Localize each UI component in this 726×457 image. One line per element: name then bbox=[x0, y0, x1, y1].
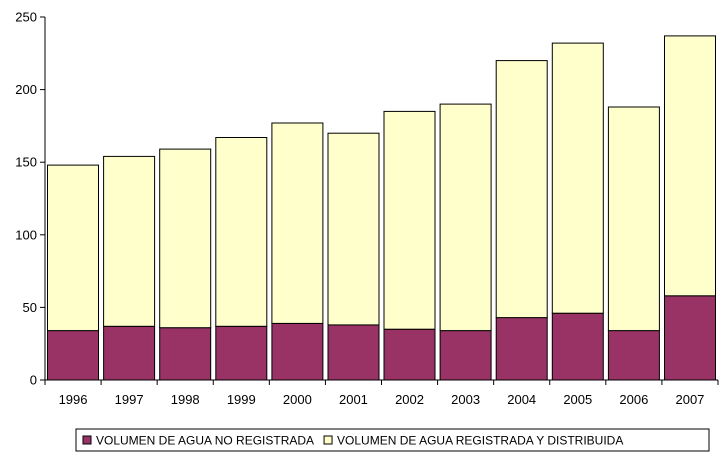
legend-swatch-registrada bbox=[323, 435, 333, 445]
x-tick-label-2003: 2003 bbox=[451, 392, 480, 407]
x-tick-label-1998: 1998 bbox=[171, 392, 200, 407]
y-tick-label: 50 bbox=[23, 300, 37, 315]
x-tick-label-1999: 1999 bbox=[227, 392, 256, 407]
bar-registrada-1996 bbox=[47, 164, 99, 332]
bar-registrada-2002 bbox=[383, 110, 436, 330]
bar-registrada-2005 bbox=[551, 42, 604, 314]
bar-no-registrada-2002 bbox=[383, 328, 436, 381]
bar-no-registrada-2007 bbox=[664, 295, 716, 381]
legend-swatch-no-registrada bbox=[82, 435, 92, 445]
bar-no-registrada-2003 bbox=[439, 330, 492, 381]
bar-registrada-2007 bbox=[664, 35, 716, 297]
bar-registrada-1998 bbox=[159, 148, 212, 329]
y-tick-label: 200 bbox=[15, 82, 37, 97]
x-tick-label-2007: 2007 bbox=[675, 392, 704, 407]
x-tick-label-2002: 2002 bbox=[395, 392, 424, 407]
bar-no-registrada-2000 bbox=[271, 322, 324, 381]
bar-registrada-2000 bbox=[271, 122, 324, 324]
bar-no-registrada-1998 bbox=[159, 327, 212, 381]
bar-registrada-2001 bbox=[327, 132, 380, 326]
legend-label-registrada: VOLUMEN DE AGUA REGISTRADA Y DISTRIBUIDA bbox=[337, 434, 623, 448]
bar-registrada-1999 bbox=[215, 137, 268, 327]
legend-box bbox=[75, 428, 710, 452]
bars-layer bbox=[47, 35, 716, 381]
x-tick-label-2000: 2000 bbox=[283, 392, 312, 407]
legend: VOLUMEN DE AGUA NO REGISTRADA VOLUMEN DE … bbox=[75, 428, 710, 452]
x-tick-label-2005: 2005 bbox=[563, 392, 592, 407]
x-tick-label-2004: 2004 bbox=[507, 392, 536, 407]
legend-label-no-registrada: VOLUMEN DE AGUA NO REGISTRADA bbox=[96, 434, 314, 448]
x-tick-label-2006: 2006 bbox=[619, 392, 648, 407]
bar-no-registrada-2001 bbox=[327, 324, 380, 381]
bar-no-registrada-1996 bbox=[47, 330, 99, 381]
bar-registrada-1997 bbox=[103, 155, 156, 327]
x-tick-label-1996: 1996 bbox=[59, 392, 88, 407]
bar-no-registrada-1999 bbox=[215, 325, 268, 381]
x-tick-label-1997: 1997 bbox=[115, 392, 144, 407]
bar-registrada-2006 bbox=[607, 106, 660, 332]
bar-no-registrada-2005 bbox=[551, 312, 604, 381]
bar-no-registrada-1997 bbox=[103, 325, 156, 381]
x-tick-label-2001: 2001 bbox=[339, 392, 368, 407]
bar-no-registrada-2004 bbox=[495, 317, 548, 381]
y-tick-label: 250 bbox=[15, 10, 37, 25]
y-tick-label: 0 bbox=[30, 373, 37, 388]
y-tick-label: 100 bbox=[15, 227, 37, 242]
bar-registrada-2003 bbox=[439, 103, 492, 332]
axes-layer: 0 50 100 150 200 250 1996 1997 1998 1999 2000 2001 2… bbox=[15, 10, 719, 407]
y-tick-label: 150 bbox=[15, 155, 37, 170]
bar-no-registrada-2006 bbox=[607, 330, 660, 381]
bar-registrada-2004 bbox=[495, 60, 548, 319]
